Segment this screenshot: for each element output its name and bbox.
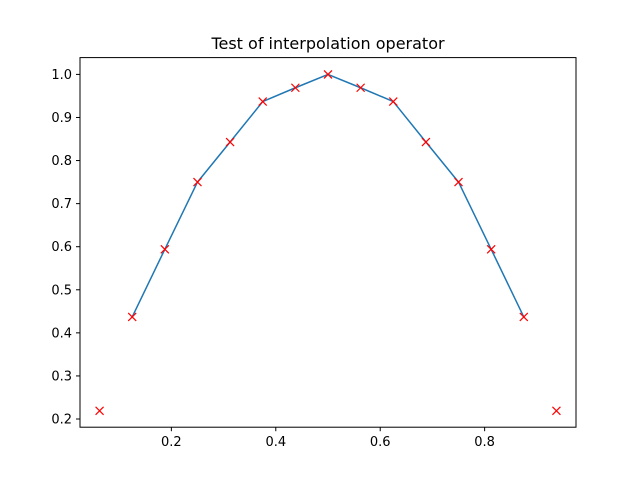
- y-tick-label: 0.4: [51, 326, 72, 341]
- y-axis: 0.2 0.3 0.4 0.5 0.6 0.7 0.8 0.9 1.0: [51, 68, 80, 428]
- y-tick-label: 0.2: [51, 413, 72, 428]
- y-tick-label: 0.6: [51, 240, 72, 255]
- marker-stroke: [258, 97, 268, 106]
- y-tick-label: 0.9: [51, 111, 72, 126]
- data-point-marker: [486, 244, 496, 254]
- marker-stroke: [323, 69, 333, 79]
- marker-stroke: [486, 244, 496, 254]
- plot-area: [95, 69, 561, 416]
- marker-stroke: [519, 312, 529, 322]
- y-tick-label: 0.7: [51, 197, 72, 212]
- data-point-marker: [127, 312, 137, 322]
- marker-stroke: [193, 177, 202, 187]
- data-point-marker: [551, 406, 561, 416]
- marker-stroke: [454, 177, 463, 187]
- y-tick-label: 0.3: [51, 369, 72, 384]
- data-point-marker: [519, 312, 529, 322]
- marker-stroke: [95, 406, 105, 416]
- data-point-marker: [388, 97, 398, 106]
- x-tick-label: 0.8: [474, 435, 495, 450]
- y-tick-label: 0.8: [51, 154, 72, 169]
- data-point-marker: [258, 97, 268, 106]
- x-axis: 0.2 0.4 0.6 0.8: [161, 427, 495, 450]
- x-tick-label: 0.6: [370, 435, 391, 450]
- data-point-marker: [290, 83, 300, 93]
- marker-stroke: [388, 97, 398, 106]
- y-tick-label: 0.5: [51, 283, 72, 298]
- marker-stroke: [225, 137, 235, 147]
- x-tick-label: 0.2: [161, 435, 182, 450]
- data-point-marker: [225, 137, 235, 147]
- marker-stroke: [160, 244, 170, 254]
- data-point-marker: [356, 83, 366, 93]
- data-point-marker: [454, 177, 463, 187]
- marker-stroke: [356, 83, 366, 93]
- data-point-marker: [323, 69, 333, 79]
- chart-title: Test of interpolation operator: [210, 34, 445, 53]
- data-point-marker: [421, 137, 431, 147]
- y-tick-label: 1.0: [51, 68, 72, 83]
- data-point-marker: [95, 406, 105, 416]
- marker-stroke: [290, 83, 300, 93]
- data-point-marker: [193, 177, 202, 187]
- marker-stroke: [551, 406, 561, 416]
- axes-frame: [79, 57, 577, 428]
- marker-stroke: [421, 137, 431, 147]
- marker-stroke: [127, 312, 137, 322]
- data-point-marker: [160, 244, 170, 254]
- x-tick-label: 0.4: [265, 435, 286, 450]
